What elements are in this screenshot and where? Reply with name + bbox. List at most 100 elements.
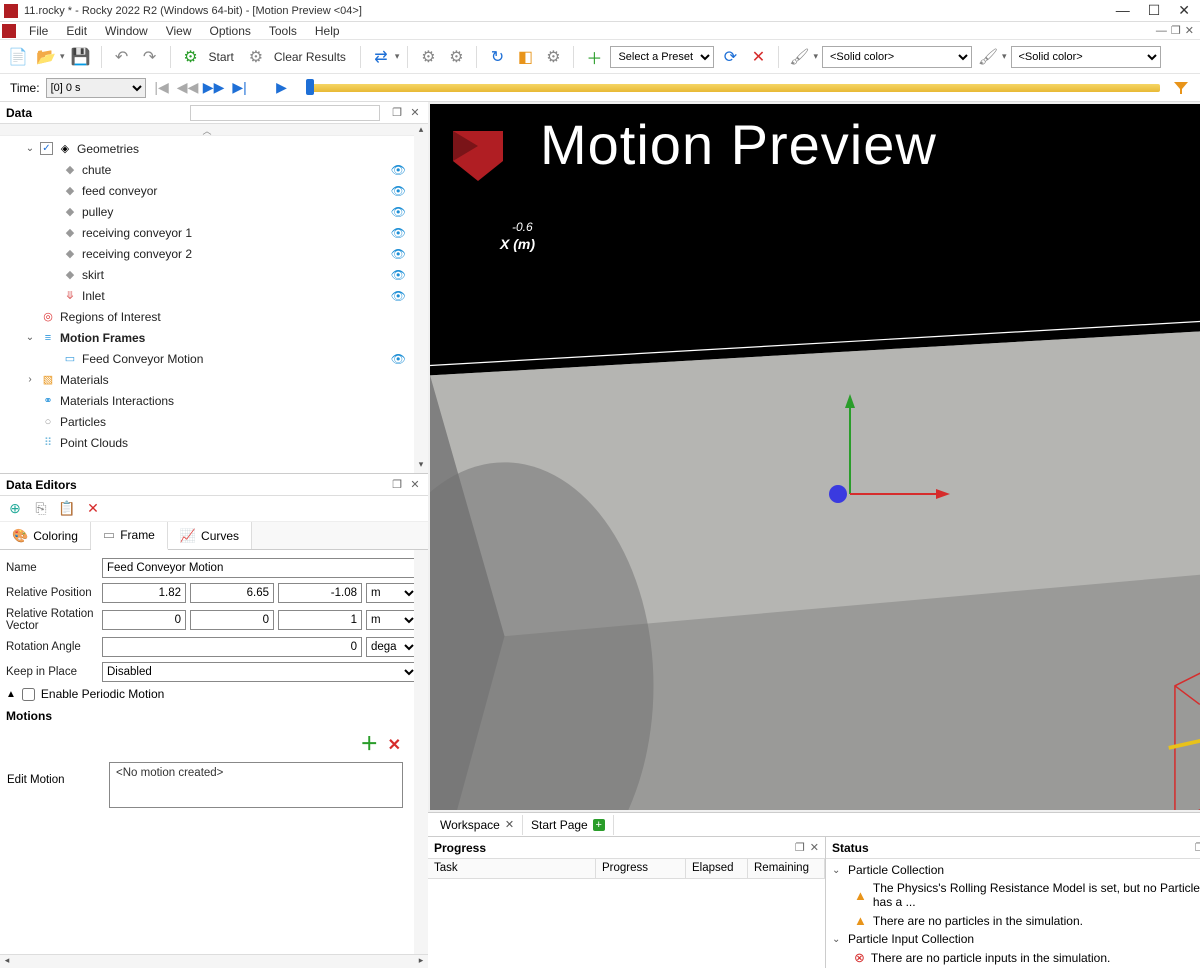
restore-icon[interactable]: ❐ <box>795 841 805 854</box>
time-slider[interactable] <box>306 81 1160 95</box>
chevron-down-icon[interactable]: ⌄ <box>832 934 842 945</box>
status-warning-1[interactable]: ▲The Physics's Rolling Resistance Model … <box>830 879 1200 911</box>
tree-item-recconv2[interactable]: ◆receiving conveyor 2👁 <box>0 243 428 264</box>
tab-frame[interactable]: ▭Frame <box>91 522 168 550</box>
menu-tools[interactable]: Tools <box>260 22 306 40</box>
chevron-right-icon[interactable]: › <box>24 374 36 385</box>
solidcolor1-select[interactable]: <Solid color> <box>822 46 972 68</box>
app-menu-icon[interactable] <box>2 24 16 38</box>
menu-file[interactable]: File <box>20 22 57 40</box>
relpos-unit-select[interactable]: m <box>366 583 418 603</box>
tree-matinter[interactable]: ⚭Materials Interactions <box>0 390 428 411</box>
menu-view[interactable]: View <box>157 22 201 40</box>
chevron-down-icon[interactable]: ⌄ <box>832 865 842 876</box>
restore-icon[interactable]: ❐ <box>1195 841 1200 854</box>
left-hscroll[interactable]: ◂▸ <box>0 954 428 968</box>
redo-icon[interactable]: ↷ <box>138 45 162 69</box>
solidcolor2-select[interactable]: <Solid color> <box>1011 46 1161 68</box>
editor-scrollbar[interactable] <box>414 550 428 954</box>
status-group-2[interactable]: ⌄Particle Input Collection <box>830 930 1200 948</box>
tree-item-chute[interactable]: ◆chute👁 <box>0 159 428 180</box>
next-frame-icon[interactable]: ▶▶ <box>204 78 224 98</box>
tab-workspace[interactable]: Workspace✕ <box>432 815 523 835</box>
eye-icon[interactable]: 👁 <box>391 289 406 303</box>
tree-item-pulley[interactable]: ◆pulley👁 <box>0 201 428 222</box>
script-button[interactable]: ⇄▾ <box>369 45 400 69</box>
tree-geometries[interactable]: ⌄ ✓ ◈ Geometries <box>0 138 428 159</box>
tab-curves[interactable]: 📈Curves <box>168 522 252 549</box>
tree-item-inlet[interactable]: ⤋Inlet👁 <box>0 285 428 306</box>
tree-pointclouds[interactable]: ⠿Point Clouds <box>0 432 428 453</box>
relpos-z-input[interactable] <box>278 583 362 603</box>
status-group-1[interactable]: ⌄Particle Collection <box>830 861 1200 879</box>
gear3-icon[interactable]: ⚙ <box>541 45 565 69</box>
close-panel-icon[interactable]: ✕ <box>408 106 422 120</box>
relrot-z-input[interactable] <box>278 610 362 630</box>
maximize-button[interactable]: ☐ <box>1148 2 1161 19</box>
clear-label[interactable]: Clear Results <box>274 50 346 64</box>
mdi-min-icon[interactable]: — <box>1156 25 1167 37</box>
collapse-bar[interactable]: ︿ <box>0 124 414 136</box>
add-icon[interactable]: ＋ <box>582 45 606 69</box>
start-label[interactable]: Start <box>209 50 234 64</box>
restore-icon[interactable]: ❐ <box>390 106 404 120</box>
first-frame-icon[interactable]: |◀ <box>152 78 172 98</box>
editmotion-box[interactable]: <No motion created> <box>109 762 403 808</box>
delete-icon[interactable]: ✕ <box>746 45 770 69</box>
mdi-close-icon[interactable]: ✕ <box>1185 24 1194 37</box>
viewport-3d[interactable]: Motion Preview -0.6 X (m) 3.2 <box>430 104 1200 810</box>
checkbox-icon[interactable]: ✓ <box>40 142 53 155</box>
tree-item-skirt[interactable]: ◆skirt👁 <box>0 264 428 285</box>
tab-coloring[interactable]: 🎨Coloring <box>0 522 91 549</box>
eye-icon[interactable]: 👁 <box>391 184 406 198</box>
periodic-checkbox[interactable] <box>22 688 35 701</box>
open-button[interactable]: 📂▾ <box>34 45 65 69</box>
last-frame-icon[interactable]: ▶| <box>230 78 250 98</box>
close-button[interactable]: ✕ <box>1178 2 1190 19</box>
funnel-icon[interactable] <box>1172 79 1190 97</box>
status-error-1[interactable]: ⊗There are no particle inputs in the sim… <box>830 948 1200 968</box>
refresh-icon[interactable]: ↻ <box>485 45 509 69</box>
mdi-max-icon[interactable]: ❐ <box>1171 24 1181 37</box>
relrot-unit-select[interactable]: m <box>366 610 418 630</box>
eye-icon[interactable]: 👁 <box>391 205 406 219</box>
tree-materials[interactable]: ›▧Materials <box>0 369 428 390</box>
col-progress[interactable]: Progress <box>596 859 686 878</box>
add-item-icon[interactable]: ⊕ <box>4 498 26 520</box>
relpos-x-input[interactable] <box>102 583 186 603</box>
menu-options[interactable]: Options <box>201 22 260 40</box>
reload-icon[interactable]: ⟳ <box>718 45 742 69</box>
data-search-input[interactable] <box>190 105 380 121</box>
tree-feedmotion[interactable]: ▭Feed Conveyor Motion👁 <box>0 348 428 369</box>
chevron-down-icon[interactable]: ⌄ <box>24 143 36 154</box>
relpos-y-input[interactable] <box>190 583 274 603</box>
col-remaining[interactable]: Remaining <box>748 859 825 878</box>
relrot-x-input[interactable] <box>102 610 186 630</box>
brush2-button[interactable]: 🖌▾ <box>976 45 1007 69</box>
tree-motionframes[interactable]: ⌄ ≡ Motion Frames <box>0 327 428 348</box>
prev-frame-icon[interactable]: ◀◀ <box>178 78 198 98</box>
close-panel-icon[interactable]: ✕ <box>408 478 422 492</box>
eye-icon[interactable]: 👁 <box>391 247 406 261</box>
undo-icon[interactable]: ↶ <box>110 45 134 69</box>
minimize-button[interactable]: — <box>1116 2 1130 19</box>
restore-icon[interactable]: ❐ <box>390 478 404 492</box>
menu-help[interactable]: Help <box>306 22 349 40</box>
eye-icon[interactable]: 👁 <box>391 226 406 240</box>
tree-item-feedconveyor[interactable]: ◆feed conveyor👁 <box>0 180 428 201</box>
close-panel-icon[interactable]: ✕ <box>810 841 819 854</box>
add-tab-icon[interactable]: + <box>593 819 605 831</box>
close-tab-icon[interactable]: ✕ <box>505 818 514 831</box>
name-input[interactable] <box>102 558 418 578</box>
remove-icon[interactable]: ✕ <box>82 498 104 520</box>
rotang-input[interactable] <box>102 637 362 657</box>
eye-icon[interactable]: 👁 <box>391 352 406 366</box>
play-icon[interactable]: ▶ <box>272 78 292 98</box>
preset-select[interactable]: Select a Preset <box>610 46 714 68</box>
relrot-y-input[interactable] <box>190 610 274 630</box>
cube-icon[interactable]: ◧ <box>513 45 537 69</box>
status-warning-2[interactable]: ▲There are no particles in the simulatio… <box>830 911 1200 930</box>
brush1-button[interactable]: 🖌▾ <box>787 45 818 69</box>
remove-motion-icon[interactable]: ✕ <box>388 737 401 754</box>
eye-icon[interactable]: 👁 <box>391 163 406 177</box>
